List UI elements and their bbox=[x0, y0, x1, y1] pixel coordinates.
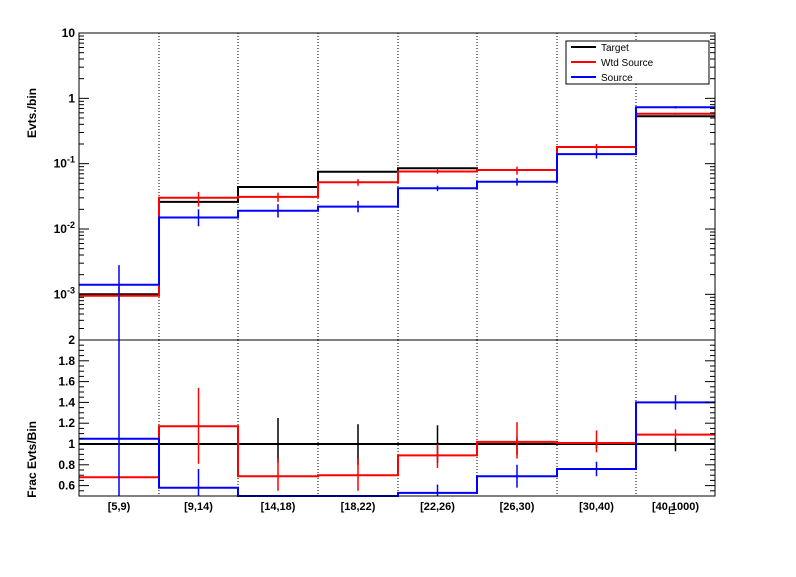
y-tick-label: 10 bbox=[62, 26, 76, 40]
y-tick-label: 10-1 bbox=[54, 155, 75, 171]
y-tick-label: 1 bbox=[68, 437, 75, 451]
x-tick-label: [22,26) bbox=[420, 501, 455, 513]
y-tick-label: 1.2 bbox=[58, 416, 75, 430]
x-tick-label: [9,14) bbox=[184, 501, 213, 513]
y-tick-label: 0.8 bbox=[58, 458, 75, 472]
x-tick-label: [18,22) bbox=[341, 501, 376, 513]
y-tick-label: 1.8 bbox=[58, 354, 75, 368]
y-tick-label: 10-2 bbox=[54, 220, 75, 236]
y-tick-label: 2 bbox=[68, 333, 75, 347]
x-tick-label: [14,18) bbox=[261, 501, 296, 513]
y-tick-label: 1 bbox=[68, 91, 75, 105]
y-tick-label: 1.4 bbox=[58, 395, 75, 409]
y-tick-label: 10-3 bbox=[54, 285, 75, 301]
x-tick-label: [26,30) bbox=[500, 501, 535, 513]
bottom-y-axis-label: Frac Evts/Bin bbox=[25, 421, 39, 498]
series-line-source bbox=[79, 401, 715, 497]
legend-label: Wtd Source bbox=[601, 58, 654, 69]
top-y-axis-label: Evts./bin bbox=[25, 88, 39, 138]
x-axis-title: E bbox=[668, 505, 675, 517]
legend-label: Source bbox=[601, 73, 633, 84]
x-tick-label: [5,9) bbox=[108, 501, 131, 513]
y-tick-label: 0.6 bbox=[58, 479, 75, 493]
x-tick-label: [40,1000) bbox=[652, 501, 699, 513]
legend: Target Wtd Source Source bbox=[565, 40, 710, 85]
y-tick-label: 1.6 bbox=[58, 375, 75, 389]
legend-label: Target bbox=[601, 43, 629, 54]
x-tick-label: [30,40) bbox=[579, 501, 614, 513]
